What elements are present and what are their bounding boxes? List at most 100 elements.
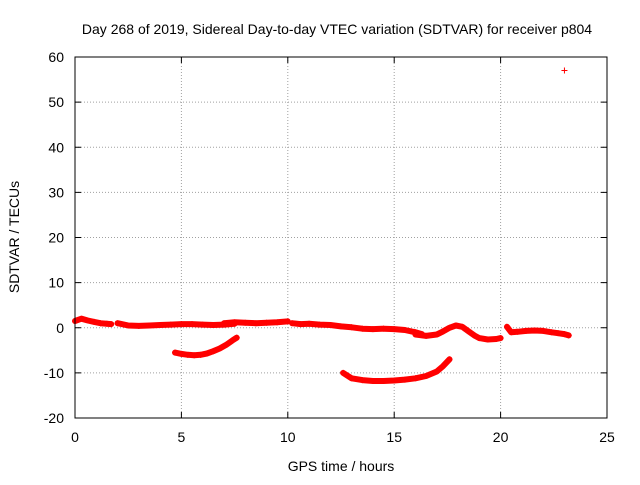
y-tick-label: -10 [44, 365, 64, 381]
data-point [210, 348, 217, 355]
data-point [229, 337, 236, 344]
data-point [184, 351, 191, 358]
data-point [340, 369, 347, 376]
y-tick-label: -20 [44, 410, 64, 426]
data-point [380, 377, 387, 384]
data-point [369, 326, 376, 333]
x-axis-label: GPS time / hours [288, 458, 395, 474]
data-point [540, 327, 547, 334]
data-point [446, 356, 453, 363]
data-point [476, 335, 483, 342]
data-point [91, 318, 98, 325]
data-point [263, 319, 270, 326]
series-outlier [561, 67, 568, 74]
data-point [172, 349, 179, 356]
data-point [391, 326, 398, 333]
series-track-main-6 [503, 323, 572, 339]
data-point [446, 324, 453, 331]
series-track-main-3 [220, 318, 291, 327]
data-point [503, 323, 510, 330]
data-point [306, 320, 313, 327]
chart-title: Day 268 of 2019, Sidereal Day-to-day VTE… [82, 21, 592, 37]
x-tick-label: 0 [71, 429, 79, 445]
data-point [508, 329, 515, 336]
data-point [359, 377, 366, 384]
data-point [369, 377, 376, 384]
data-point [114, 320, 121, 327]
series-track-low-2 [340, 356, 453, 384]
data-point [565, 332, 572, 339]
y-tick-label: 10 [48, 275, 64, 291]
data-point [459, 323, 466, 330]
data-point [297, 321, 304, 328]
data-point [484, 336, 491, 343]
y-tick-label: 30 [48, 184, 64, 200]
data-point [199, 321, 206, 328]
grid-layer [75, 57, 607, 418]
data-point [380, 325, 387, 332]
data-point [78, 315, 85, 322]
data-point [146, 322, 153, 329]
tick-layer: 0 5 10 15 20 25 -20 -10 0 10 20 30 40 50 60 [44, 49, 615, 445]
data-point [167, 321, 174, 328]
data-point [289, 320, 296, 327]
data-point [231, 319, 238, 326]
series-band [114, 320, 238, 329]
data-point [84, 317, 91, 324]
data-point [514, 328, 521, 335]
data-point [561, 67, 568, 74]
data-point [210, 322, 217, 329]
data-point [348, 375, 355, 382]
data-point [274, 319, 281, 326]
data-point [497, 335, 504, 342]
data-point [223, 341, 230, 348]
data-point [423, 332, 430, 339]
series-track-main-1 [72, 315, 115, 328]
y-tick-label: 40 [48, 139, 64, 155]
data-point [157, 322, 164, 329]
data-point [191, 352, 198, 359]
data-point [493, 336, 500, 343]
data-point [220, 320, 227, 327]
x-tick-label: 15 [386, 429, 402, 445]
data-point [548, 329, 555, 336]
data-point [412, 331, 419, 338]
data-point [465, 328, 472, 335]
x-tick-label: 10 [280, 429, 296, 445]
data-point [203, 350, 210, 357]
series-track-main-2 [114, 320, 238, 329]
y-tick-label: 60 [48, 49, 64, 65]
data-point [531, 327, 538, 334]
data-point [178, 350, 185, 357]
data-point [423, 373, 430, 380]
series-band [504, 323, 572, 339]
data-point [359, 325, 366, 332]
series-track-low-1 [172, 334, 240, 359]
x-tick-label: 20 [493, 429, 509, 445]
data-point [391, 377, 398, 384]
data-point [242, 319, 249, 326]
data-point [472, 332, 479, 339]
data-point [327, 322, 334, 329]
data-point [401, 327, 408, 334]
data-point [108, 321, 115, 328]
data-layer [72, 67, 572, 384]
data-point [433, 368, 440, 375]
data-point [338, 323, 344, 330]
data-point [523, 327, 530, 334]
data-point [433, 331, 440, 338]
data-point [97, 320, 104, 327]
y-axis-label: SDTVAR / TECUs [6, 181, 22, 293]
data-point [440, 328, 447, 335]
data-point [561, 331, 568, 338]
data-point [125, 322, 132, 329]
data-point [252, 320, 259, 327]
data-point [197, 351, 204, 358]
y-tick-label: 20 [48, 230, 64, 246]
x-tick-label: 5 [178, 429, 186, 445]
series-track-main-5 [412, 322, 504, 343]
x-tick-label: 25 [599, 429, 615, 445]
